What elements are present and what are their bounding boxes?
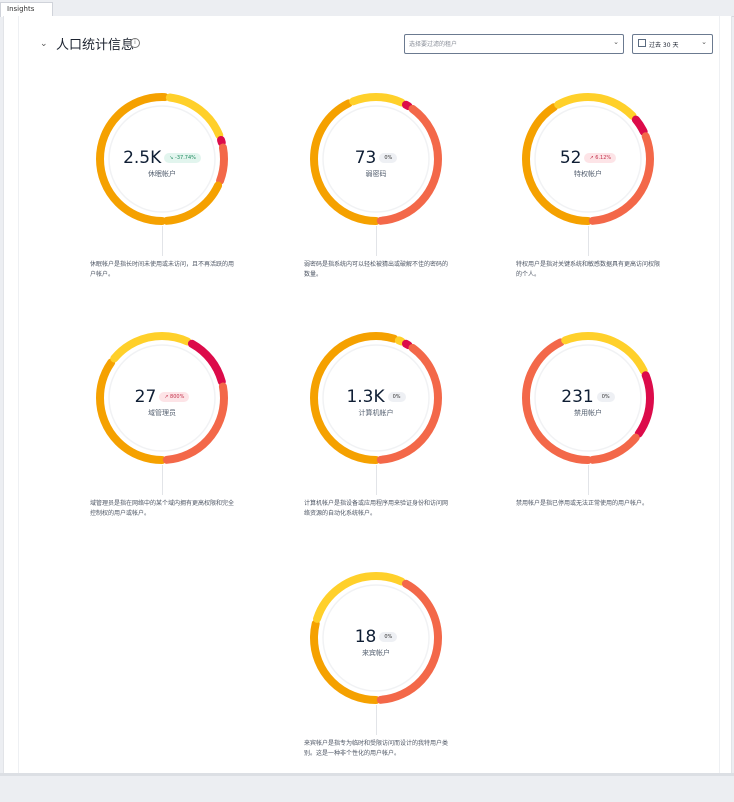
- metric-card[interactable]: 27 ↗ 800% 域管理员域管理员是指在网络中的某个域内拥有更高权限和完全控制权的…: [90, 332, 276, 562]
- metric-description: 特权用户是指对关键系统和敏感数据具有更高访问权限的个人。: [516, 261, 661, 278]
- metric-label: 计算机帐户: [358, 408, 394, 417]
- donut-inner-ring: [322, 344, 430, 452]
- donut-inner-ring: [322, 105, 430, 213]
- tab-bar: Insights: [0, 0, 734, 17]
- chevron-down-icon: ⌄: [701, 38, 707, 46]
- donut-segment: [522, 93, 654, 225]
- connector-line: [376, 226, 377, 256]
- trend-badge: ↗ 6.12%: [584, 152, 617, 163]
- metric-value: 2.5K: [123, 147, 162, 168]
- metric-label: 休眠帐户: [148, 169, 176, 178]
- donut-segment: [96, 93, 228, 225]
- donut-inner-ring: [534, 105, 642, 213]
- metric-value: 27: [134, 386, 157, 407]
- connector-line: [376, 705, 377, 735]
- calendar-icon: [638, 39, 646, 47]
- connector-line: [376, 465, 377, 495]
- info-icon[interactable]: i: [130, 38, 140, 48]
- donut-segment: [96, 93, 228, 225]
- metric-label: 域管理员: [148, 408, 176, 417]
- metric-center: 1.3K 0% 计算机帐户: [310, 386, 442, 418]
- trend-badge: 0%: [379, 152, 398, 163]
- donut-inner-ring: [322, 584, 430, 692]
- tenant-filter-placeholder: 选择要过滤的租户: [409, 41, 458, 48]
- donut-segment: [522, 332, 654, 464]
- donut-chart: [522, 93, 654, 225]
- donut-segment: [96, 332, 228, 464]
- metric-card[interactable]: 2.5K ↘ -37.74% 休眠帐户休眠帐户是指长时间未使用或未访问，且不再活跃的…: [90, 93, 276, 323]
- donut-segment: [96, 332, 228, 464]
- metric-value: 52: [559, 147, 582, 168]
- metric-center: 231 0% 禁用帐户: [522, 386, 654, 418]
- trend-badge: 0%: [379, 631, 398, 642]
- metric-description: 域管理员是指在网络中的某个域内拥有更高权限和完全控制权的用户或帐户。: [90, 500, 235, 517]
- metric-value: 18: [354, 626, 377, 647]
- donut-chart: [310, 572, 442, 704]
- metric-value: 1.3K: [346, 386, 385, 407]
- bottom-border: [0, 773, 734, 776]
- trend-badge: 0%: [387, 391, 406, 402]
- metric-label: 禁用帐户: [574, 408, 602, 417]
- donut-chart: [96, 93, 228, 225]
- donut-segment: [310, 93, 442, 225]
- metric-card[interactable]: 52 ↗ 6.12% 特权帐户特权用户是指对关键系统和敏感数据具有更高访问权限的个人…: [516, 93, 702, 323]
- donut-segment: [310, 572, 442, 704]
- metric-description: 来宾帐户是指专为临时和受限访问而设计的我特用户类别。这是一种非个性化的用户帐户。: [304, 740, 449, 757]
- donut-chart: [310, 93, 442, 225]
- metric-description: 弱密码是指系统内可以轻松被猜出或破解不佳的密码的数量。: [304, 261, 449, 278]
- donut-segment: [310, 332, 442, 464]
- donut-segment: [310, 93, 442, 225]
- connector-line: [162, 226, 163, 256]
- donut-segment: [310, 93, 442, 225]
- connector-line: [162, 465, 163, 495]
- connector-line: [588, 226, 589, 256]
- metric-description: 禁用帐户是指已停用或无法正常使用的用户帐户。: [516, 500, 649, 507]
- metric-center: 73 0% 弱密码: [310, 147, 442, 179]
- donut-segment: [522, 332, 654, 464]
- trend-badge: ↗ 800%: [159, 391, 190, 402]
- donut-inner-ring: [534, 344, 642, 452]
- donut-chart: [96, 332, 228, 464]
- trend-badge: 0%: [596, 391, 615, 402]
- metric-card[interactable]: 18 0% 来宾帐户来宾帐户是指专为临时和受限访问而设计的我特用户类别。这是一种非个…: [304, 572, 490, 802]
- metric-value: 73: [354, 147, 377, 168]
- donut-segment: [310, 332, 442, 464]
- donut-segment: [96, 332, 228, 464]
- donut-segment: [522, 93, 654, 225]
- donut-segment: [310, 572, 442, 704]
- metric-value: 231: [561, 386, 594, 407]
- collapse-chevron-icon[interactable]: ⌄: [40, 39, 48, 49]
- metric-description: 计算机帐户是指设备或应用程序用来验证身份和访问网络资源的自动化系统帐户。: [304, 500, 449, 517]
- donut-chart: [522, 332, 654, 464]
- date-range-label: 过去 30 天: [649, 42, 679, 49]
- tenant-filter-select[interactable]: 选择要过滤的租户 ⌄: [404, 34, 624, 54]
- donut-inner-ring: [108, 344, 216, 452]
- connector-line: [588, 465, 589, 495]
- donut-segment: [310, 572, 442, 704]
- metric-center: 27 ↗ 800% 域管理员: [96, 386, 228, 418]
- metric-card[interactable]: 73 0% 弱密码弱密码是指系统内可以轻松被猜出或破解不佳的密码的数量。: [304, 93, 490, 323]
- donut-chart: [310, 332, 442, 464]
- tab-insights[interactable]: Insights: [0, 2, 54, 17]
- metric-center: 18 0% 来宾帐户: [310, 626, 442, 658]
- metric-description: 休眠帐户是指长时间未使用或未访问，且不再活跃的用户帐户。: [90, 261, 235, 278]
- metric-center: 2.5K ↘ -37.74% 休眠帐户: [96, 147, 228, 179]
- trend-badge: ↘ -37.74%: [164, 152, 201, 163]
- metric-card[interactable]: 1.3K 0% 计算机帐户计算机帐户是指设备或应用程序用来验证身份和访问网络资源的自…: [304, 332, 490, 562]
- metric-center: 52 ↗ 6.12% 特权帐户: [522, 147, 654, 179]
- metric-card[interactable]: 231 0% 禁用帐户禁用帐户是指已停用或无法正常使用的用户帐户。: [516, 332, 702, 562]
- donut-inner-ring: [108, 105, 216, 213]
- donut-segment: [522, 332, 654, 464]
- section-title: 人口统计信息: [56, 38, 135, 53]
- metric-label: 来宾帐户: [362, 648, 390, 657]
- metric-label: 弱密码: [365, 169, 387, 178]
- chevron-down-icon: ⌄: [613, 38, 619, 46]
- metric-label: 特权帐户: [574, 169, 602, 178]
- content-area: [18, 16, 720, 773]
- donut-segment: [522, 93, 654, 225]
- date-range-button[interactable]: 过去 30 天 ⌄: [632, 34, 713, 54]
